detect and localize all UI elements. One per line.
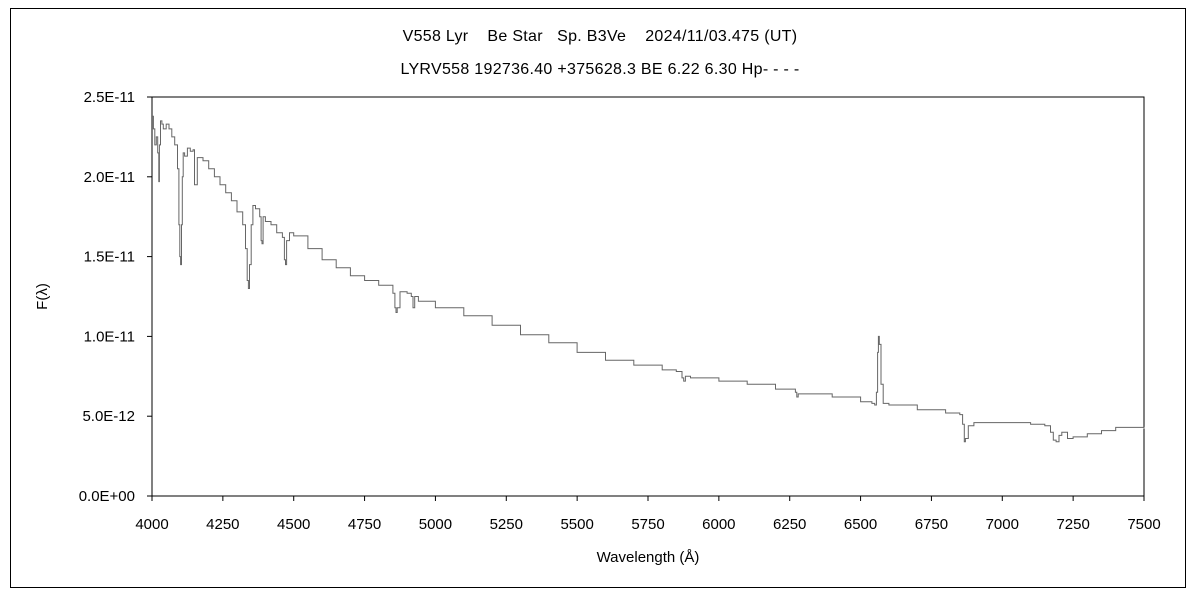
x-tick-label: 4750 xyxy=(348,516,381,533)
x-tick-label: 6500 xyxy=(844,516,877,533)
chart-subtitle: LYRV558 192736.40 +375628.3 BE 6.22 6.30… xyxy=(400,61,800,78)
series-layer xyxy=(152,115,1145,443)
y-tick-label: 0.0E+00 xyxy=(79,488,135,505)
y-axis: 0.0E+00 5.0E-12 1.0E-11 1.5E-11 2.0E-11 2.5E-… xyxy=(79,89,152,505)
x-tick-label: 6250 xyxy=(773,516,806,533)
x-tick-label: 4000 xyxy=(135,516,168,533)
y-tick-label: 1.5E-11 xyxy=(84,249,135,266)
x-tick-label: 4500 xyxy=(277,516,310,533)
spectrum-series-line xyxy=(152,115,1145,443)
x-tick-label: 7250 xyxy=(1056,516,1089,533)
x-tick-label: 5250 xyxy=(490,516,523,533)
y-tick-label: 1.0E-11 xyxy=(84,328,135,345)
chart-title: V558 Lyr Be Star Sp. B3Ve 2024/11/03.475… xyxy=(402,28,798,45)
x-tick-label: 5750 xyxy=(631,516,664,533)
x-tick-label: 5000 xyxy=(419,516,452,533)
x-tick-label: 7500 xyxy=(1127,516,1160,533)
y-tick-label: 2.5E-11 xyxy=(84,89,135,106)
x-axis-label: Wavelength (Å) xyxy=(597,549,700,566)
x-tick-label: 6750 xyxy=(915,516,948,533)
y-tick-label: 2.0E-11 xyxy=(84,169,135,186)
x-tick-label: 6000 xyxy=(702,516,735,533)
y-axis-label: F(λ) xyxy=(34,283,51,310)
y-tick-label: 5.0E-12 xyxy=(82,408,135,425)
plot-area xyxy=(151,96,1145,497)
x-tick-label: 4250 xyxy=(206,516,239,533)
x-tick-label: 5500 xyxy=(560,516,593,533)
x-axis: 4000 4250 4500 4750 5000 5250 5500 5750 6000 6250… xyxy=(135,496,1161,533)
x-tick-label: 7000 xyxy=(986,516,1019,533)
